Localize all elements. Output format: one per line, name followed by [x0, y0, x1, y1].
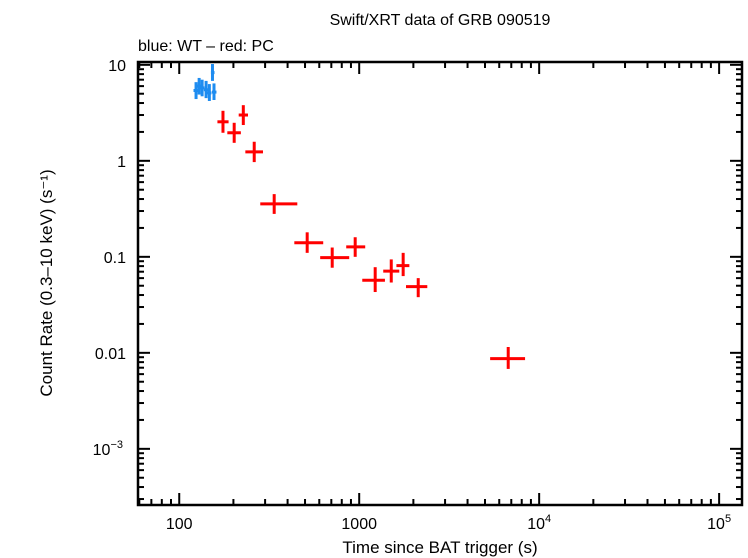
data-point-wt: [207, 84, 212, 101]
data-points: [193, 63, 526, 369]
data-point-pc: [227, 122, 241, 143]
y-tick-label: 10−3: [93, 439, 123, 459]
x-axis-label: Time since BAT trigger (s): [342, 538, 537, 557]
data-point-pc: [346, 237, 366, 257]
data-point-pc: [245, 141, 263, 163]
y-tick-label: 1: [117, 154, 126, 171]
y-axis-label: Count Rate (0.3–10 keV) (s⁻¹): [37, 169, 56, 396]
plot-frame: [136, 60, 744, 507]
data-point-pc: [396, 252, 410, 277]
data-point-wt: [199, 79, 205, 97]
chart-title: Swift/XRT data of GRB 090519: [330, 12, 551, 29]
data-point-pc: [362, 267, 385, 293]
data-point-pc: [320, 247, 350, 268]
data-point-pc: [217, 110, 229, 133]
data-point-pc: [294, 232, 324, 253]
x-tick-label: 104: [527, 513, 551, 533]
y-tick-label: 0.01: [95, 346, 126, 363]
x-tick-label: 100: [166, 516, 193, 533]
x-tick-label: 1000: [341, 516, 377, 533]
y-tick-label: 10: [108, 58, 126, 75]
chart-subtitle: blue: WT – red: PC: [138, 38, 274, 55]
data-point-pc: [260, 194, 298, 214]
data-point-wt: [211, 83, 217, 101]
x-tick-label: 105: [707, 513, 731, 533]
data-point-pc: [238, 105, 248, 126]
data-point-wt: [210, 63, 215, 81]
data-point-pc: [490, 347, 526, 369]
data-point-pc: [383, 259, 400, 283]
data-point-pc: [406, 278, 428, 298]
y-tick-label: 0.1: [104, 250, 126, 267]
data-point-wt: [203, 80, 209, 99]
